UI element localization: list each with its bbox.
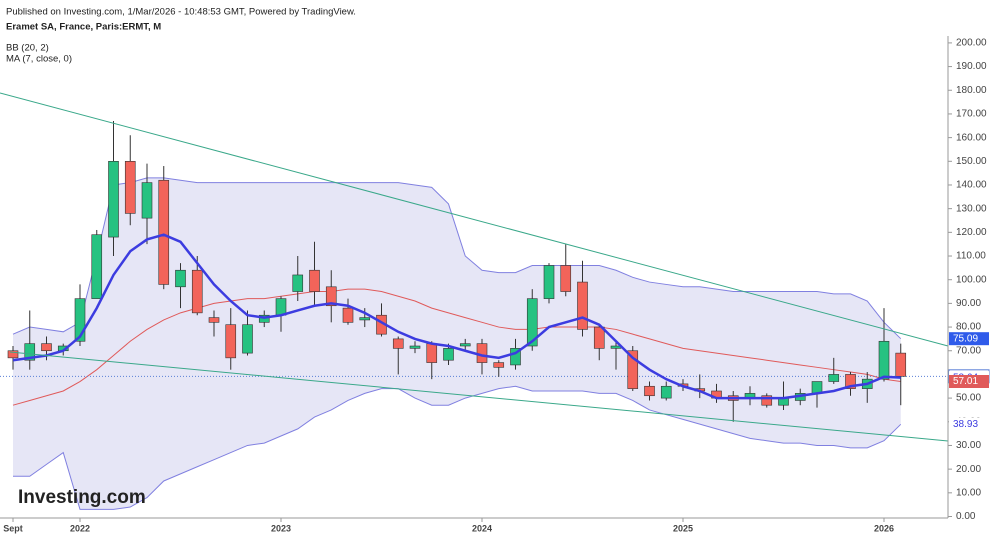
ma-line — [12, 233, 901, 400]
candle-body — [292, 274, 304, 292]
candle-body — [577, 281, 588, 330]
candle-body — [660, 385, 672, 399]
y-tick-label: 20.00 — [956, 464, 981, 475]
price-tag-label: 57.01 — [953, 376, 978, 387]
candle-body — [409, 345, 421, 349]
y-tick-label: 30.00 — [956, 440, 981, 451]
y-tick-label: 80.00 — [956, 322, 981, 333]
candle-body — [108, 161, 119, 238]
y-tick-label: 200.00 — [956, 38, 987, 49]
candle-body — [91, 234, 103, 299]
y-tick-label: 160.00 — [956, 132, 987, 143]
x-tick-label: 2024 — [472, 523, 492, 533]
candle-body — [7, 350, 19, 359]
price-tag-label: 75.09 — [953, 333, 978, 344]
candle-body — [325, 286, 337, 307]
candle-body — [526, 298, 538, 347]
price-tag — [949, 332, 989, 346]
y-tick-label: 100.00 — [956, 274, 987, 285]
candle-body — [593, 326, 605, 349]
y-tick-label: 120.00 — [956, 227, 987, 238]
candle-body — [158, 179, 170, 285]
candle-body — [560, 265, 572, 292]
trend-line — [0, 92, 949, 347]
y-tick-label: 50.00 — [956, 393, 981, 404]
candle-body — [493, 362, 505, 368]
y-tick-label: 190.00 — [956, 61, 987, 72]
candle-body — [24, 343, 36, 361]
candle-body — [225, 324, 237, 359]
candle-body — [242, 324, 253, 354]
price-tag — [949, 417, 989, 431]
candle-body — [342, 307, 354, 323]
y-tick-label: 0.00 — [956, 511, 976, 522]
candle-body — [878, 340, 890, 380]
y-tick-label: 70.00 — [956, 345, 981, 356]
x-tick-label: 2023 — [271, 523, 291, 533]
x-tick-label: Sept — [3, 523, 23, 533]
y-tick-label: 170.00 — [956, 109, 987, 120]
candle-body — [359, 317, 371, 321]
y-tick-label: 90.00 — [956, 298, 981, 309]
y-tick-label: 180.00 — [956, 85, 987, 96]
y-tick-label: 130.00 — [956, 203, 987, 214]
price-tag-label: 38.93 — [953, 419, 978, 430]
candle-body — [74, 298, 86, 342]
legend-bb: BB (20, 2) — [6, 43, 49, 54]
candle-body — [543, 265, 555, 299]
chart-title: Eramet SA, France, Paris:ERMT, M — [6, 22, 161, 33]
candle-body — [208, 317, 220, 323]
candle-body — [895, 352, 907, 377]
band-fill — [13, 177, 901, 510]
candle-body — [510, 348, 521, 366]
price-tag — [949, 375, 989, 389]
candle-body — [392, 338, 404, 349]
x-tick-label: 2022 — [70, 523, 90, 533]
trend-line — [9, 351, 949, 442]
candle-body — [175, 269, 186, 288]
candle-body — [124, 161, 136, 214]
band-lower — [13, 385, 902, 510]
candle-body — [811, 381, 823, 394]
y-tick-label: 140.00 — [956, 180, 987, 191]
candle-body — [426, 343, 438, 363]
band-upper — [12, 177, 902, 340]
published-note: Published on Investing.com, 1/Mar/2026 -… — [6, 7, 356, 18]
candle-body — [41, 343, 52, 352]
x-tick-label: 2025 — [673, 523, 693, 533]
plot-area — [0, 121, 948, 510]
candle-body — [459, 343, 471, 347]
candle-body — [309, 269, 320, 292]
candle-body — [476, 343, 488, 363]
candle-body — [845, 374, 856, 389]
band-basis — [12, 288, 901, 406]
candle-body — [627, 350, 639, 389]
y-tick-label: 10.00 — [956, 487, 981, 498]
y-tick-label: 150.00 — [956, 156, 987, 167]
candle-body — [141, 182, 153, 219]
candle-body — [275, 298, 287, 316]
candle-body — [191, 269, 203, 314]
candle-body — [828, 374, 840, 382]
candle-body — [443, 348, 454, 361]
candle-body — [761, 395, 773, 406]
candle-body — [644, 385, 655, 397]
x-tick-label: 2026 — [874, 523, 894, 533]
legend-ma: MA (7, close, 0) — [6, 54, 72, 65]
logo: Investing.com — [18, 487, 146, 508]
y-tick-label: 110.00 — [956, 251, 986, 262]
